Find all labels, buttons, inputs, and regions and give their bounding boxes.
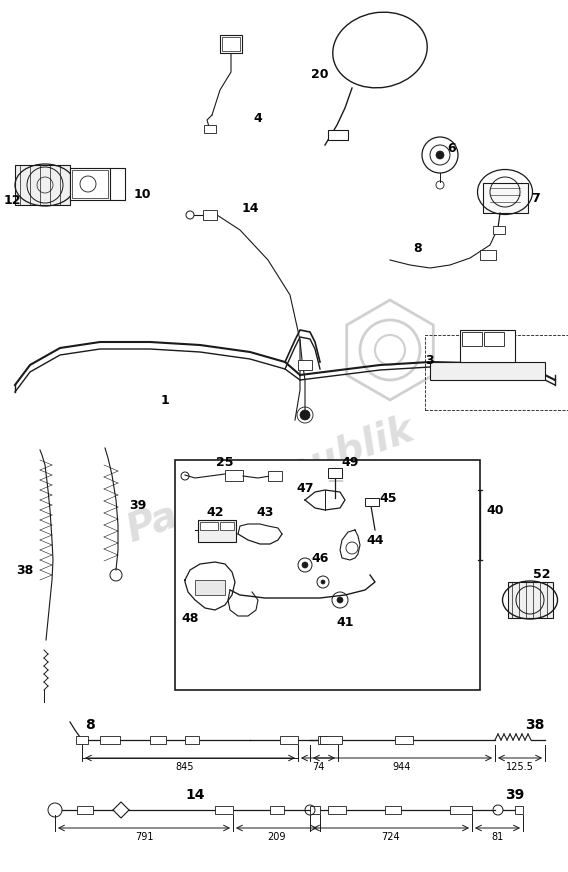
Text: 39: 39 — [130, 499, 147, 512]
Bar — [515, 806, 523, 814]
Text: 44: 44 — [366, 534, 384, 547]
Text: 125.5: 125.5 — [506, 762, 534, 772]
Bar — [225, 470, 243, 481]
Text: 81: 81 — [492, 832, 504, 842]
Text: 14: 14 — [241, 201, 259, 215]
Text: 724: 724 — [382, 832, 400, 842]
Bar — [100, 736, 120, 744]
Bar — [268, 471, 282, 481]
Bar — [460, 330, 515, 362]
Text: 8: 8 — [414, 242, 423, 255]
Bar — [72, 170, 108, 198]
Text: 52: 52 — [533, 568, 551, 581]
Bar — [270, 806, 284, 814]
Bar — [200, 522, 218, 530]
Bar — [328, 806, 346, 814]
Text: 74: 74 — [312, 762, 324, 772]
Bar — [220, 522, 234, 530]
Circle shape — [300, 410, 310, 420]
Bar — [328, 468, 342, 478]
Text: 40: 40 — [486, 503, 504, 516]
Text: 10: 10 — [133, 188, 151, 201]
Bar — [480, 250, 496, 260]
Bar — [150, 736, 166, 744]
Text: 791: 791 — [135, 832, 153, 842]
Text: 49: 49 — [341, 455, 358, 468]
Circle shape — [436, 151, 444, 159]
Bar — [318, 736, 328, 744]
Text: 47: 47 — [296, 481, 314, 494]
Text: 38: 38 — [525, 718, 545, 732]
Bar — [298, 360, 312, 370]
Text: 43: 43 — [256, 506, 274, 519]
Bar — [70, 168, 110, 200]
Bar — [204, 125, 216, 133]
Text: 845: 845 — [176, 762, 194, 772]
Circle shape — [321, 580, 325, 584]
Text: 20: 20 — [311, 69, 329, 81]
Bar — [462, 332, 482, 346]
Bar — [508, 582, 553, 618]
Bar — [280, 736, 298, 744]
Bar — [425, 335, 568, 410]
Text: 48: 48 — [181, 611, 199, 624]
Bar — [450, 806, 472, 814]
Text: PartsRepublik: PartsRepublik — [121, 410, 419, 549]
Text: 12: 12 — [3, 194, 21, 207]
Text: 46: 46 — [311, 551, 329, 564]
Text: 3: 3 — [425, 353, 435, 366]
Circle shape — [337, 597, 343, 603]
Bar — [320, 736, 342, 744]
Text: 39: 39 — [506, 788, 525, 802]
Bar — [483, 183, 528, 213]
Bar — [175, 460, 480, 690]
Text: 6: 6 — [448, 141, 456, 154]
Bar — [195, 580, 225, 595]
Text: 1: 1 — [161, 393, 169, 406]
Bar — [76, 736, 88, 744]
Text: 944: 944 — [393, 762, 411, 772]
Bar — [222, 37, 240, 51]
Bar — [77, 806, 93, 814]
Text: 209: 209 — [268, 832, 286, 842]
Text: 42: 42 — [206, 506, 224, 519]
Bar — [220, 35, 242, 53]
Bar — [430, 362, 545, 380]
Bar — [484, 332, 504, 346]
Text: 41: 41 — [336, 616, 354, 629]
Bar — [215, 806, 233, 814]
Bar — [310, 806, 320, 814]
Text: 7: 7 — [531, 192, 540, 205]
Bar — [365, 498, 379, 506]
Text: 25: 25 — [216, 455, 234, 468]
Text: 8: 8 — [85, 718, 95, 732]
Text: 38: 38 — [16, 563, 34, 576]
Bar — [493, 226, 505, 234]
Bar — [328, 130, 348, 140]
Text: 45: 45 — [379, 492, 397, 505]
Bar — [203, 210, 217, 220]
Bar — [198, 520, 236, 542]
Bar — [15, 165, 70, 205]
Bar — [385, 806, 401, 814]
Bar — [395, 736, 413, 744]
Bar — [185, 736, 199, 744]
Text: 14: 14 — [185, 788, 204, 802]
Text: 4: 4 — [254, 112, 262, 125]
Circle shape — [302, 562, 308, 568]
